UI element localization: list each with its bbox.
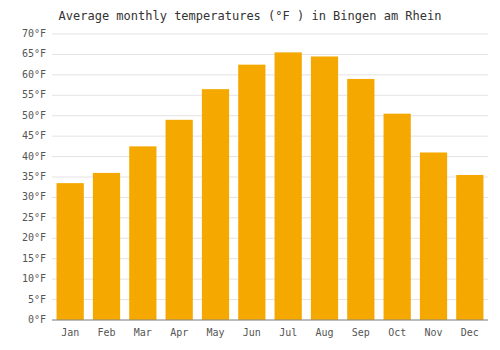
y-tick-label: 60°F <box>22 69 46 80</box>
x-ticks: Jan Feb Mar Apr May Jun Jul Aug Sep Oct Nov Dec <box>61 327 479 338</box>
y-grid <box>52 34 488 320</box>
x-axis-line <box>52 320 488 321</box>
bar <box>347 79 374 320</box>
bar <box>57 183 84 320</box>
y-tick-label: 25°F <box>22 212 46 223</box>
x-tick-label: Sep <box>352 327 370 338</box>
bar <box>129 146 156 320</box>
x-tick-label: Mar <box>134 327 152 338</box>
chart-svg: 0°F 5°F 10°F 15°F 20°F 25°F 30°F 35°F 40°F 45°F 50… <box>0 0 500 350</box>
bar <box>456 175 483 320</box>
bar <box>420 152 447 320</box>
grid-line <box>52 95 488 96</box>
y-tick-label: 55°F <box>22 89 46 100</box>
grid-line <box>52 74 488 75</box>
bar <box>202 89 229 320</box>
y-tick-label: 45°F <box>22 130 46 141</box>
grid-line <box>52 136 488 137</box>
bar <box>311 56 338 320</box>
y-tick-label: 70°F <box>22 28 46 39</box>
bar <box>166 120 193 320</box>
grid-line <box>52 320 488 321</box>
y-tick-label: 5°F <box>28 294 46 305</box>
bar <box>275 52 302 320</box>
bar <box>93 173 120 320</box>
x-tick-label: Jan <box>61 327 79 338</box>
x-tick-label: Oct <box>388 327 406 338</box>
x-tick-label: Apr <box>170 327 188 338</box>
y-tick-label: 50°F <box>22 110 46 121</box>
grid-line <box>52 54 488 55</box>
x-tick-label: May <box>206 327 224 338</box>
x-tick-label: Aug <box>315 327 333 338</box>
y-tick-label: 0°F <box>28 314 46 325</box>
chart-container: 0°F 5°F 10°F 15°F 20°F 25°F 30°F 35°F 40°F 45°F 50… <box>0 0 500 350</box>
x-tick-label: Feb <box>97 327 115 338</box>
bar <box>384 114 411 320</box>
y-tick-label: 65°F <box>22 48 46 59</box>
x-tick-label: Jul <box>279 327 297 338</box>
x-tick-label: Jun <box>243 327 261 338</box>
y-tick-label: 40°F <box>22 151 46 162</box>
x-tick-label: Nov <box>424 327 442 338</box>
grid-line <box>52 34 488 35</box>
x-tick-label: Dec <box>461 327 479 338</box>
bar <box>238 65 265 320</box>
bars <box>57 52 484 320</box>
y-tick-label: 10°F <box>22 273 46 284</box>
chart-title: Average monthly temperatures (°F ) in Bi… <box>59 9 442 23</box>
y-tick-label: 30°F <box>22 191 46 202</box>
y-tick-label: 15°F <box>22 253 46 264</box>
grid-line <box>52 115 488 116</box>
y-ticks: 0°F 5°F 10°F 15°F 20°F 25°F 30°F 35°F 40°F 45°F 50… <box>22 28 46 325</box>
y-tick-label: 35°F <box>22 171 46 182</box>
y-tick-label: 20°F <box>22 232 46 243</box>
page: {"chart_data": {"type": "bar", "title": … <box>0 0 500 350</box>
